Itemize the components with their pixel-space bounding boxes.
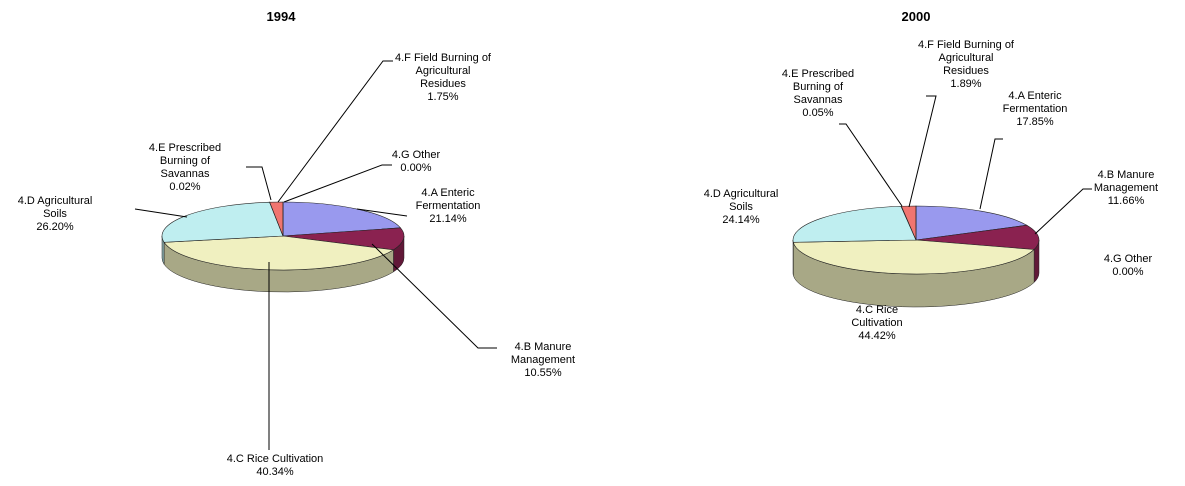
slice-label-1994-4: 4.D Agricultural Soils 26.20% — [18, 195, 93, 233]
pie-slice-2000-1 — [915, 205, 1028, 241]
leader-line-1994-1 — [356, 208, 408, 217]
leader-lines-1994 — [134, 60, 497, 450]
slice-label-2000-1: 4.A Enteric Fermentation 17.85% — [1003, 90, 1068, 128]
pie-chart-2000: 2000 4.A Enteric Fermentation 17.85% 4.B Ma… — [704, 9, 1158, 342]
slice-label-1994-6: 4.F Field Burning of Agricultural Residues… — [395, 52, 492, 103]
leader-line-1994-7 — [283, 164, 392, 203]
leader-line-2000-2 — [1034, 188, 1092, 235]
pie-slice-2000-3 — [792, 239, 1035, 275]
pie-slices-1994 — [161, 201, 405, 271]
leader-line-2000-5 — [839, 123, 903, 207]
slice-labels-2000: 4.A Enteric Fermentation 17.85% 4.B Manure M… — [704, 39, 1158, 342]
slice-label-2000-6: 4.F Field Burning of Agricultural Residues… — [918, 39, 1015, 90]
slice-label-2000-2: 4.B Manure Management 11.66% — [1094, 169, 1158, 207]
slice-label-2000-4: 4.D Agricultural Soils 24.14% — [704, 188, 779, 226]
chart-title-2000: 2000 — [902, 9, 931, 24]
leader-line-1994-6 — [277, 60, 393, 203]
pie-chart-1994: 1994 4.A Enteric Fermentation 21.14% 4.B Ma… — [18, 9, 575, 478]
leader-line-1994-4 — [134, 208, 188, 218]
pie-slice-1994-2 — [282, 227, 405, 251]
slice-label-1994-7: 4.G Other 0.00% — [392, 149, 441, 174]
pie-slice-2000-4 — [792, 205, 917, 243]
slice-label-1994-3: 4.C Rice Cultivation 40.34% — [227, 453, 324, 478]
slice-label-2000-3: 4.C Rice Cultivation 44.42% — [851, 304, 902, 342]
pie-slices-2000 — [792, 205, 1040, 275]
slice-label-1994-1: 4.A Enteric Fermentation 21.14% — [416, 187, 481, 225]
pie-slice-2000-2 — [915, 224, 1040, 250]
leader-line-1994-5 — [246, 166, 272, 201]
slice-label-1994-5: 4.E Prescribed Burning of Savannas 0.02% — [149, 142, 221, 193]
leader-line-1994-2 — [371, 243, 497, 349]
slice-label-2000-7: 4.G Other 0.00% — [1104, 253, 1153, 278]
leader-line-2000-1 — [979, 138, 1003, 210]
pie-slice-1994-4 — [161, 201, 284, 243]
slice-labels-1994: 4.A Enteric Fermentation 21.14% 4.B Manure M… — [18, 52, 575, 478]
slice-label-2000-5: 4.E Prescribed Burning of Savannas 0.05% — [782, 68, 854, 119]
leader-line-2000-6 — [908, 95, 937, 208]
slice-label-1994-2: 4.B Manure Management 10.55% — [511, 341, 575, 379]
chart-title-1994: 1994 — [267, 9, 297, 24]
leader-lines-2000 — [839, 95, 1092, 235]
